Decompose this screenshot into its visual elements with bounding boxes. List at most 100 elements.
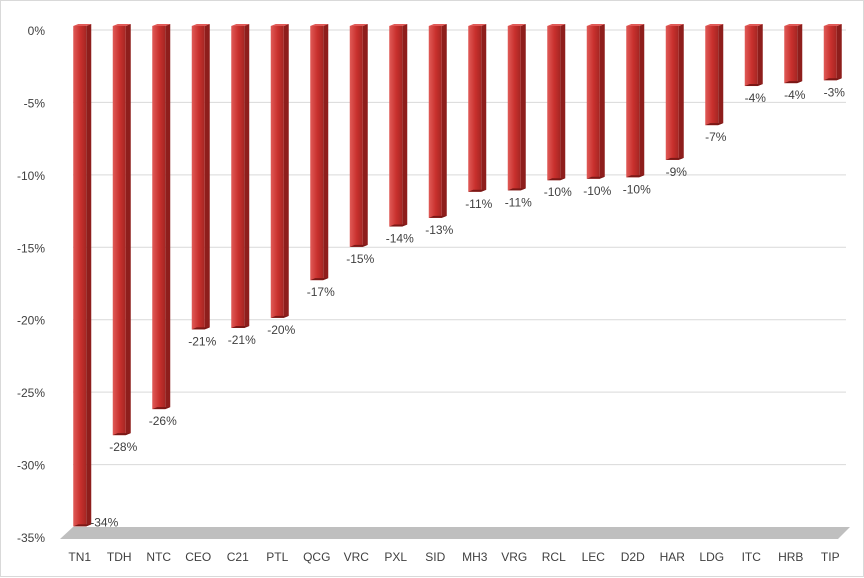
bar-front (310, 26, 324, 281)
bar (112, 24, 131, 436)
bar-front (231, 26, 245, 328)
bar-bottom (191, 327, 210, 330)
bar-top (507, 24, 526, 26)
bar-side (165, 24, 171, 410)
y-tick-label: -30% (17, 459, 45, 473)
bar-front (270, 26, 284, 318)
bar (191, 24, 210, 330)
bar-front (112, 26, 126, 436)
bar-bottom (349, 244, 368, 247)
bar-top (231, 24, 250, 26)
data-label: -20% (267, 323, 295, 337)
bar (152, 24, 171, 410)
x-category-label: MH3 (462, 550, 488, 564)
data-labels: -34% -28% -26% -21% -21% -20% -17% -15% -14% -13%… (90, 85, 845, 529)
bar-top (191, 24, 210, 26)
bar-bottom (823, 78, 842, 81)
bar-top (468, 24, 487, 26)
bar-top (270, 24, 289, 26)
bar-top (744, 24, 763, 26)
data-label: -21% (228, 333, 256, 347)
bar-top (586, 24, 605, 26)
x-category-label: CEO (185, 550, 211, 564)
bar-top (823, 24, 842, 26)
bar-side (86, 24, 92, 527)
bar-front (507, 26, 521, 191)
bar-top (152, 24, 171, 26)
bar (665, 24, 684, 160)
bar-bottom (705, 123, 724, 126)
x-category-label: RCL (542, 550, 566, 564)
bar (705, 24, 724, 126)
bar-side (560, 24, 566, 181)
data-label: -14% (386, 232, 414, 246)
bar-side (757, 24, 763, 87)
bar-bottom (231, 325, 250, 328)
bar-bottom (73, 524, 92, 527)
x-category-label: PXL (384, 550, 407, 564)
bar-side (283, 24, 289, 318)
bar-side (362, 24, 368, 247)
bar-side (718, 24, 724, 126)
bar-front (547, 26, 561, 181)
x-category-label: VRC (344, 550, 370, 564)
x-category-label: D2D (621, 550, 645, 564)
y-tick-label: -25% (17, 386, 45, 400)
bar-bottom (547, 178, 566, 181)
y-tick-label: -10% (17, 169, 45, 183)
bar-side (441, 24, 447, 218)
bar-bottom (112, 433, 131, 436)
bar (823, 24, 842, 81)
data-label: -9% (666, 165, 688, 179)
bar (310, 24, 329, 281)
x-category-label: LDG (699, 550, 724, 564)
bar-side (481, 24, 487, 192)
bar-side (323, 24, 329, 281)
data-label: -4% (784, 88, 806, 102)
bar-top (665, 24, 684, 26)
data-label: -10% (544, 185, 572, 199)
bar-top (349, 24, 368, 26)
bar-bottom (744, 84, 763, 87)
data-label: -4% (745, 91, 767, 105)
bar-top (626, 24, 645, 26)
bar-front (705, 26, 719, 126)
data-label: -10% (583, 184, 611, 198)
bar-bottom (665, 157, 684, 160)
bar-front (349, 26, 363, 247)
data-label: -26% (149, 414, 177, 428)
bar-side (125, 24, 131, 436)
chart-floor-plane (60, 527, 850, 539)
bar-top (112, 24, 131, 26)
bar (744, 24, 763, 87)
data-label: -15% (346, 252, 374, 266)
bar (270, 24, 289, 318)
bar-top (705, 24, 724, 26)
bar (389, 24, 408, 227)
bar-side (599, 24, 605, 179)
bar-side (797, 24, 803, 84)
bar-top (784, 24, 803, 26)
bar (468, 24, 487, 192)
bar-side (639, 24, 645, 178)
y-tick-label: 0% (28, 24, 46, 38)
bar (73, 24, 92, 527)
y-tick-label: -35% (17, 531, 45, 545)
bar-bottom (270, 315, 289, 318)
data-label: -13% (425, 223, 453, 237)
data-label: -7% (705, 130, 727, 144)
bar-top (428, 24, 447, 26)
x-category-label: HRB (778, 550, 803, 564)
bar-front (152, 26, 166, 410)
x-category-label: ITC (742, 550, 762, 564)
x-category-label: C21 (227, 550, 249, 564)
bar (507, 24, 526, 191)
bar-top (547, 24, 566, 26)
bar (428, 24, 447, 218)
bar-side (836, 24, 842, 81)
bar-top (389, 24, 408, 26)
bar (231, 24, 250, 328)
x-axis-category-labels: TN1 TDH NTC CEO C21 PTL QCG VRC PXL SID MH3 VRG RCL L… (68, 550, 839, 564)
gridlines (73, 29, 846, 466)
